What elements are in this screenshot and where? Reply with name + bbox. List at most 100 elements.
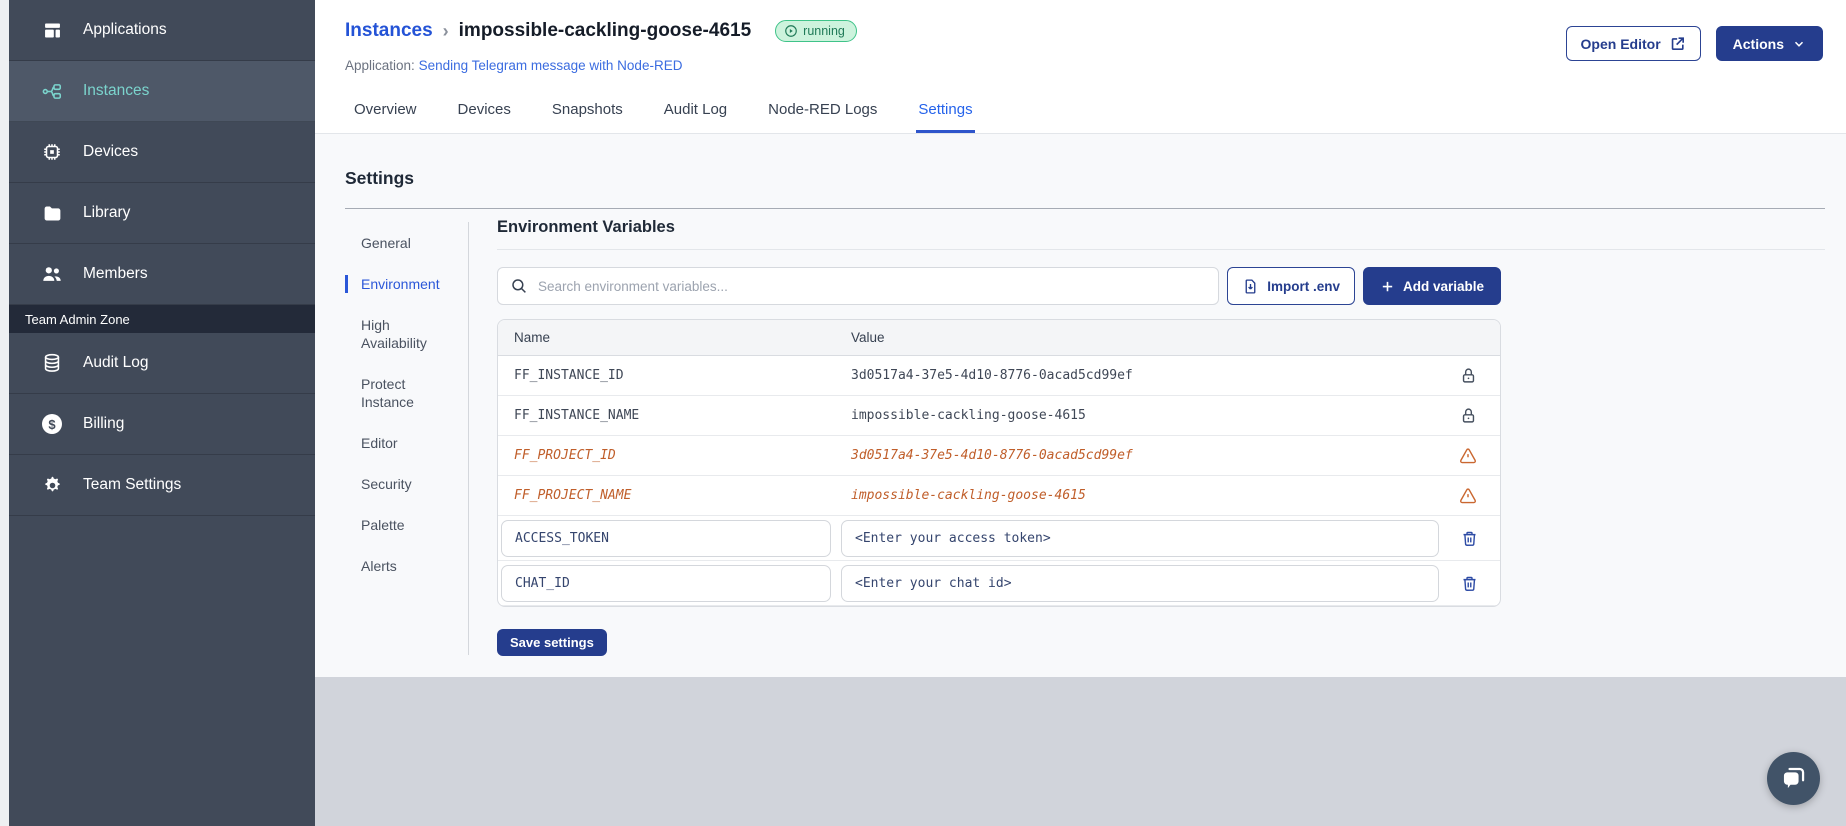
team-settings-icon (41, 474, 63, 496)
tab-devices[interactable]: Devices (457, 101, 511, 118)
breadcrumb-instances-link[interactable]: Instances (345, 20, 433, 41)
environment-variables-panel: Environment Variables Import .env Add va… (497, 218, 1825, 656)
play-circle-icon (785, 25, 797, 37)
billing-icon: $ (41, 413, 63, 435)
subnav-palette[interactable]: Palette (361, 517, 405, 533)
column-header-name: Name (514, 330, 551, 345)
sidebar-item-audit-log[interactable]: Audit Log (9, 333, 315, 394)
sidebar-item-members[interactable]: Members (9, 244, 315, 305)
sidebar-item-billing[interactable]: $ Billing (9, 394, 315, 455)
search-icon (512, 279, 526, 293)
chat-widget-button[interactable] (1767, 752, 1820, 805)
chat-bubbles-icon (1783, 767, 1805, 789)
sidebar-item-label: Billing (83, 415, 125, 432)
sidebar-item-label: Devices (83, 143, 139, 160)
tab-snapshots[interactable]: Snapshots (551, 101, 623, 118)
sidebar-item-label: Instances (83, 82, 150, 99)
document-download-icon (1245, 278, 1256, 294)
settings-title: Settings (345, 168, 415, 188)
table-row: FF_PROJECT_ID 3d0517a4-37e5-4d10-8776-0a… (498, 436, 1500, 476)
subnav-general[interactable]: General (361, 235, 411, 251)
subnav-environment[interactable]: Environment (345, 275, 455, 293)
sidebar-item-label: Library (83, 204, 131, 221)
lock-icon (1462, 408, 1474, 423)
open-editor-button[interactable]: Open Editor (1565, 26, 1701, 61)
sidebar-item-applications[interactable]: Applications (9, 0, 315, 61)
sidebar-item-label: Members (83, 265, 148, 282)
env-var-value: impossible-cackling-goose-4615 (851, 408, 1086, 423)
window-edge (0, 0, 9, 826)
breadcrumb-separator: › (442, 20, 449, 41)
settings-divider (345, 208, 1825, 209)
warning-icon (1459, 447, 1477, 463)
instances-icon (41, 80, 63, 102)
sidebar-item-label: Applications (83, 21, 167, 38)
subnav-high-availability[interactable]: High Availability (361, 317, 427, 351)
sidebar-item-devices[interactable]: Devices (9, 122, 315, 183)
trash-icon[interactable] (1461, 575, 1478, 592)
table-row (498, 561, 1500, 606)
env-var-name: FF_PROJECT_NAME (514, 488, 632, 503)
sidebar-item-label: Team Settings (83, 476, 182, 493)
sidebar-item-library[interactable]: Library (9, 183, 315, 244)
environment-variables-title: Environment Variables (497, 218, 675, 236)
table-row: FF_PROJECT_NAME impossible-cackling-goos… (498, 476, 1500, 516)
actions-button[interactable]: Actions (1715, 26, 1823, 61)
env-name-input[interactable] (501, 564, 831, 602)
actions-label: Actions (1732, 35, 1784, 52)
settings-subnav: General Environment High Availability Pr… (345, 234, 475, 598)
search-box (497, 267, 1220, 305)
instance-name: impossible-cackling-goose-4615 (458, 20, 752, 41)
devices-icon (41, 141, 63, 163)
library-icon (41, 202, 63, 224)
external-link-icon (1671, 37, 1684, 50)
tab-node-red-logs[interactable]: Node-RED Logs (768, 101, 878, 118)
settings-page: Settings General Environment High Availa… (315, 134, 1846, 677)
add-variable-label: Add variable (1402, 278, 1484, 294)
breadcrumb: Instances › impossible-cackling-goose-46… (345, 20, 857, 42)
warning-icon (1459, 487, 1477, 503)
sidebar-item-label: Audit Log (83, 354, 149, 371)
tab-audit-log[interactable]: Audit Log (663, 101, 728, 118)
env-var-name: FF_INSTANCE_ID (514, 368, 624, 383)
import-env-label: Import .env (1267, 278, 1340, 294)
sidebar-item-instances[interactable]: Instances (9, 61, 315, 122)
sidebar-item-team-settings[interactable]: Team Settings (9, 455, 315, 516)
import-env-button[interactable]: Import .env (1227, 267, 1355, 305)
tab-settings[interactable]: Settings (916, 91, 975, 133)
subnav-editor[interactable]: Editor (361, 435, 398, 451)
subnav-protect-instance[interactable]: Protect Instance (361, 376, 414, 410)
tab-overview[interactable]: Overview (354, 101, 417, 118)
chevron-down-icon (1794, 41, 1804, 47)
column-header-value: Value (851, 330, 885, 345)
application-link[interactable]: Sending Telegram message with Node-RED (418, 58, 683, 73)
table-row: FF_INSTANCE_NAME impossible-cackling-goo… (498, 396, 1500, 436)
env-var-value: 3d0517a4-37e5-4d10-8776-0acad5cd99ef (851, 448, 1133, 463)
instance-tabs: Overview Devices Snapshots Audit Log Nod… (352, 91, 975, 133)
table-row (498, 516, 1500, 561)
env-var-name: FF_PROJECT_ID (514, 448, 616, 463)
trash-icon[interactable] (1461, 530, 1478, 547)
subnav-security[interactable]: Security (361, 476, 412, 492)
subnav-alerts[interactable]: Alerts (361, 558, 397, 574)
env-var-value: impossible-cackling-goose-4615 (851, 488, 1086, 503)
search-input[interactable] (538, 278, 1207, 294)
env-value-input[interactable] (841, 519, 1439, 557)
application-label: Application: (345, 58, 415, 73)
environment-toolbar: Import .env Add variable (497, 267, 1501, 305)
table-header: Name Value (498, 320, 1500, 356)
environment-variables-divider (497, 249, 1825, 250)
environment-variables-table: Name Value FF_INSTANCE_ID 3d0517a4-37e5-… (497, 319, 1501, 607)
add-variable-button[interactable]: Add variable (1362, 267, 1501, 305)
save-settings-button[interactable]: Save settings (497, 629, 607, 656)
env-value-input[interactable] (841, 564, 1439, 602)
env-name-input[interactable] (501, 519, 831, 557)
application-line: Application: Sending Telegram message wi… (345, 58, 682, 73)
subnav-divider (468, 222, 469, 655)
open-editor-label: Open Editor (1580, 35, 1661, 52)
plus-icon (1382, 281, 1393, 291)
applications-icon (41, 19, 63, 41)
status-badge-label: running (803, 24, 845, 38)
lock-icon (1462, 368, 1474, 383)
instance-header: Instances › impossible-cackling-goose-46… (315, 0, 1846, 134)
